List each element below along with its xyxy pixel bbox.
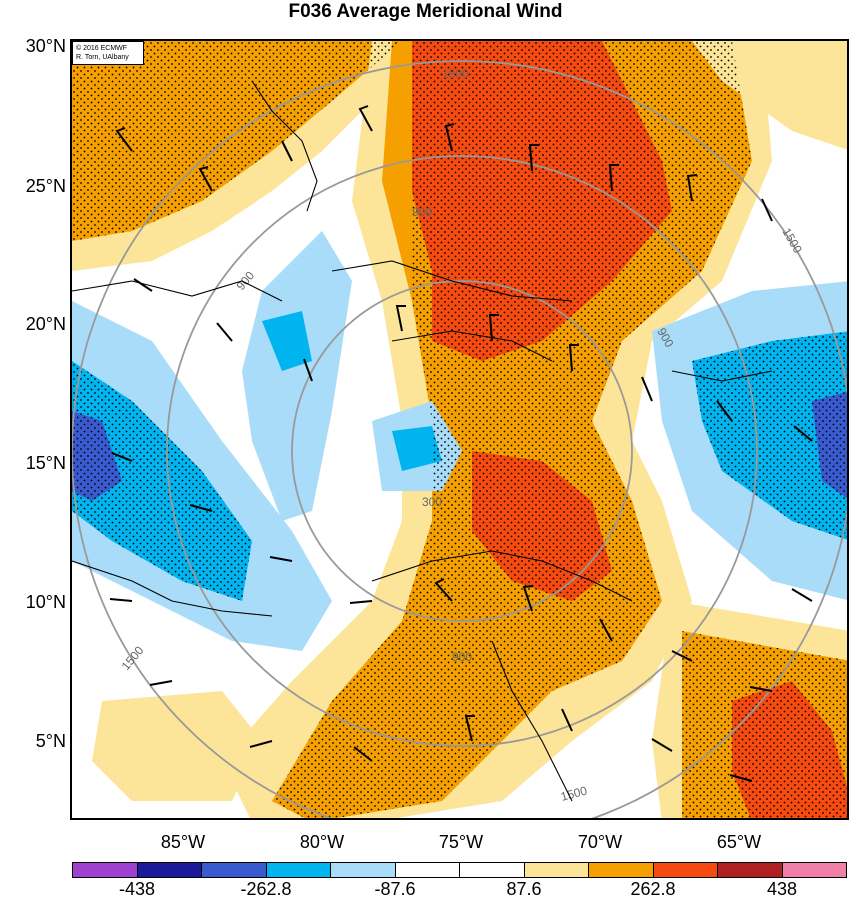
ring-label-1500-top: 1500: [442, 67, 469, 81]
ring-label-900-bottom: 900: [452, 650, 472, 664]
lon-label-70w: 70°W: [577, 832, 623, 852]
colorbar-label-87-6: 87.6: [506, 879, 542, 899]
colorbar-swatch: [782, 863, 846, 877]
map-panel: 1500 900 900 900 900 300 1500 1500 1500: [70, 39, 849, 820]
range-ring-labels: 1500 900 900 900 900 300 1500 1500 1500: [119, 67, 805, 804]
colorbar-swatch: [202, 863, 267, 877]
lat-label-20n: 20°N: [25, 314, 66, 334]
ring-label-900-top: 900: [412, 205, 432, 219]
colorbar-swatch: [653, 863, 718, 877]
map-title: F036 Average Meridional Wind: [288, 1, 563, 22]
ring-label-1500-bottom: 1500: [559, 783, 589, 804]
colorbar-swatch: [460, 863, 525, 877]
colorbar-label-neg-87-6: -87.6: [374, 879, 416, 899]
credit-line-author: R. Torn, UAlbany: [76, 54, 129, 61]
colorbar-label-neg-438: -438: [118, 879, 156, 899]
coastlines: [72, 80, 773, 802]
colorbar-swatch: [524, 863, 589, 877]
ring-label-1500-left: 1500: [119, 643, 147, 673]
lat-label-10n: 10°N: [25, 592, 66, 612]
lat-label-15n: 15°N: [25, 453, 66, 473]
lon-label-85w: 85°W: [160, 832, 206, 852]
lat-label-5n: 5°N: [35, 731, 66, 751]
significance-stippling: [72, 41, 847, 818]
ring-label-900-left: 900: [234, 268, 258, 293]
colorbar-swatch: [137, 863, 202, 877]
colorbar-label-neg-262-8: -262.8: [240, 879, 292, 899]
lon-label-65w: 65°W: [716, 832, 762, 852]
ring-label-1500-right: 1500: [779, 226, 805, 256]
meridional-wind-field: 1500 900 900 900 900 300 1500 1500 1500: [72, 41, 847, 818]
range-rings: [72, 60, 847, 818]
credit-line-copyright: © 2016 ECMWF: [76, 45, 128, 52]
colorbar-swatch: [589, 863, 654, 877]
colorbar-swatch: [718, 863, 783, 877]
lat-label-30n: 30°N: [25, 36, 66, 56]
colorbar-swatch: [331, 863, 396, 877]
colorbar-swatch: [395, 863, 460, 877]
lon-label-80w: 80°W: [299, 832, 345, 852]
wind-barbs: [109, 105, 813, 782]
colorbar-swatch: [73, 863, 138, 877]
colorbar-label-438: 438: [766, 879, 798, 899]
colorbar: [72, 862, 847, 878]
lat-label-25n: 25°N: [25, 176, 66, 196]
lon-label-75w: 75°W: [438, 832, 484, 852]
ring-label-300: 300: [422, 495, 442, 509]
credit-box: © 2016 ECMWF R. Torn, UAlbany: [72, 41, 144, 65]
colorbar-swatch: [266, 863, 331, 877]
colorbar-label-262-8: 262.8: [630, 879, 676, 899]
